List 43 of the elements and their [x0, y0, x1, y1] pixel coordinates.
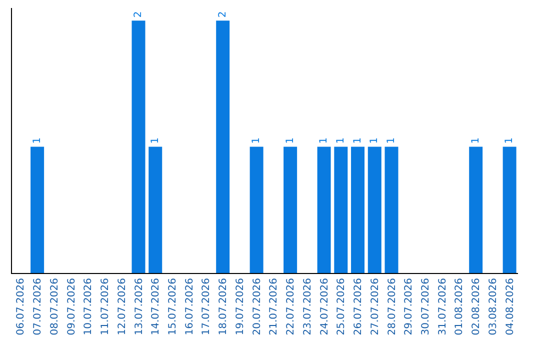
x-tick-label: 14.07.2026 — [150, 278, 162, 336]
x-tick-label: 16.07.2026 — [184, 278, 196, 336]
x-tick-label: 10.07.2026 — [83, 278, 94, 336]
data-label: 1 — [150, 137, 161, 144]
x-tick-label: 27.07.2026 — [370, 278, 381, 336]
x-tick-label: 28.07.2026 — [386, 278, 398, 336]
data-label: 1 — [251, 137, 262, 144]
data-label: 1 — [470, 137, 482, 144]
x-tick-label: 02.08.2026 — [471, 278, 482, 336]
x-tick-label: 06.07.2026 — [16, 278, 27, 336]
x-tick-label: 07.07.2026 — [32, 278, 44, 336]
x-tick-label: 01.08.2026 — [454, 278, 466, 336]
data-label: 1 — [284, 137, 296, 144]
x-tick-label: 15.07.2026 — [167, 278, 178, 336]
x-tick-label: 29.07.2026 — [404, 278, 415, 336]
x-tick-label: 11.07.2026 — [100, 278, 112, 336]
data-label: 1 — [386, 137, 397, 144]
data-label: 1 — [504, 137, 516, 144]
x-tick-label: 21.07.2026 — [268, 278, 280, 336]
x-tick-label: 12.07.2026 — [116, 278, 128, 336]
x-tick-label: 03.08.2026 — [488, 278, 499, 336]
data-label: 1 — [352, 137, 364, 144]
x-tick-label: 20.07.2026 — [252, 278, 263, 336]
data-label: 1 — [335, 137, 346, 144]
x-tick-label: 30.07.2026 — [420, 278, 432, 336]
x-tick-label: 26.07.2026 — [353, 278, 364, 336]
x-tick-label: 09.07.2026 — [66, 278, 78, 336]
x-tick-label: 24.07.2026 — [319, 278, 330, 336]
x-tick-label: 25.07.2026 — [336, 278, 348, 336]
data-label: 1 — [32, 137, 43, 144]
data-label: 1 — [369, 137, 380, 144]
x-tick-label: 22.07.2026 — [286, 278, 297, 336]
x-tick-label: 13.07.2026 — [134, 278, 145, 336]
data-label: 2 — [133, 11, 144, 18]
x-tick-label: 19.07.2026 — [234, 278, 246, 336]
x-tick-label: 04.08.2026 — [504, 278, 516, 336]
x-tick-label: 17.07.2026 — [201, 278, 212, 336]
data-label: 1 — [318, 137, 330, 144]
data-label: 2 — [217, 11, 228, 18]
x-tick-label: 08.07.2026 — [49, 278, 60, 336]
x-tick-label: 18.07.2026 — [218, 278, 230, 336]
x-tick-label: 23.07.2026 — [302, 278, 314, 336]
x-tick-label: 31.07.2026 — [437, 278, 448, 336]
